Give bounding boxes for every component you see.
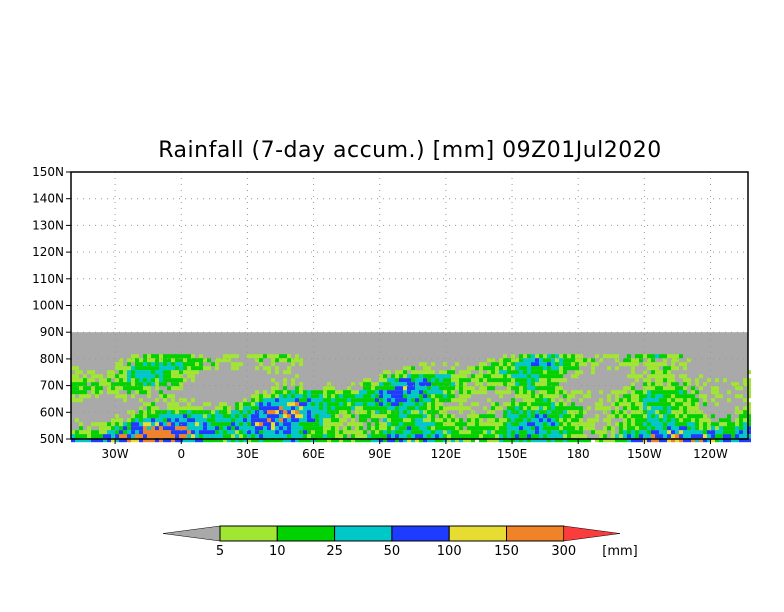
lat-tick-label: 120N bbox=[32, 245, 64, 259]
lat-tick-label: 70N bbox=[40, 379, 64, 393]
colorbar: 5 10 25 50 100 150 300 [mm] bbox=[162, 525, 638, 559]
colorbar-label: 50 bbox=[384, 544, 401, 559]
lon-tick-label: 150W bbox=[627, 447, 662, 461]
lon-tick-label: 150E bbox=[497, 447, 528, 461]
colorbar-bin bbox=[506, 525, 565, 542]
lon-tick-label: 30E bbox=[236, 447, 259, 461]
lon-tick-label: 180 bbox=[567, 447, 590, 461]
colorbar-high-arrow bbox=[563, 525, 621, 542]
colorbar-label: 150 bbox=[494, 544, 519, 559]
lon-tick-label: 0 bbox=[177, 447, 185, 461]
gridlines bbox=[71, 172, 748, 439]
axis-ticks: 150N 140N 130N 120N 110N 100N 90N 80N 70N 60N 50N 3… bbox=[32, 165, 728, 461]
colorbar-label: 300 bbox=[551, 544, 576, 559]
colorbar-bin bbox=[276, 525, 336, 542]
lat-tick-label: 50N bbox=[40, 432, 64, 446]
lat-tick-label: 100N bbox=[32, 299, 64, 313]
colorbar-label: 10 bbox=[269, 544, 286, 559]
colorbar-unit: [mm] bbox=[602, 544, 637, 559]
lon-tick-label: 120W bbox=[693, 447, 728, 461]
lon-tick-label: 120E bbox=[431, 447, 462, 461]
colorbar-low-arrow bbox=[162, 525, 221, 542]
lon-tick-label: 60E bbox=[302, 447, 325, 461]
lat-tick-label: 110N bbox=[32, 272, 64, 286]
map-title: Rainfall (7-day accum.) [mm] 09Z01Jul202… bbox=[158, 138, 662, 163]
colorbar-bin bbox=[448, 525, 508, 542]
colorbar-bin bbox=[334, 525, 393, 542]
colorbar-bin bbox=[219, 525, 278, 542]
lat-tick-label: 60N bbox=[40, 405, 64, 419]
lon-tick-label: 90E bbox=[368, 447, 391, 461]
rainfall-field bbox=[71, 332, 751, 443]
lat-tick-label: 80N bbox=[40, 352, 64, 366]
colorbar-bin bbox=[391, 525, 450, 542]
lon-tick-label: 30W bbox=[102, 447, 129, 461]
lat-tick-label: 90N bbox=[40, 325, 64, 339]
colorbar-label: 100 bbox=[437, 544, 462, 559]
lat-tick-label: 130N bbox=[32, 218, 64, 232]
colorbar-label: 5 bbox=[216, 544, 224, 559]
colorbar-label: 25 bbox=[326, 544, 343, 559]
lat-tick-label: 140N bbox=[32, 192, 64, 206]
lat-tick-label: 150N bbox=[32, 165, 64, 179]
